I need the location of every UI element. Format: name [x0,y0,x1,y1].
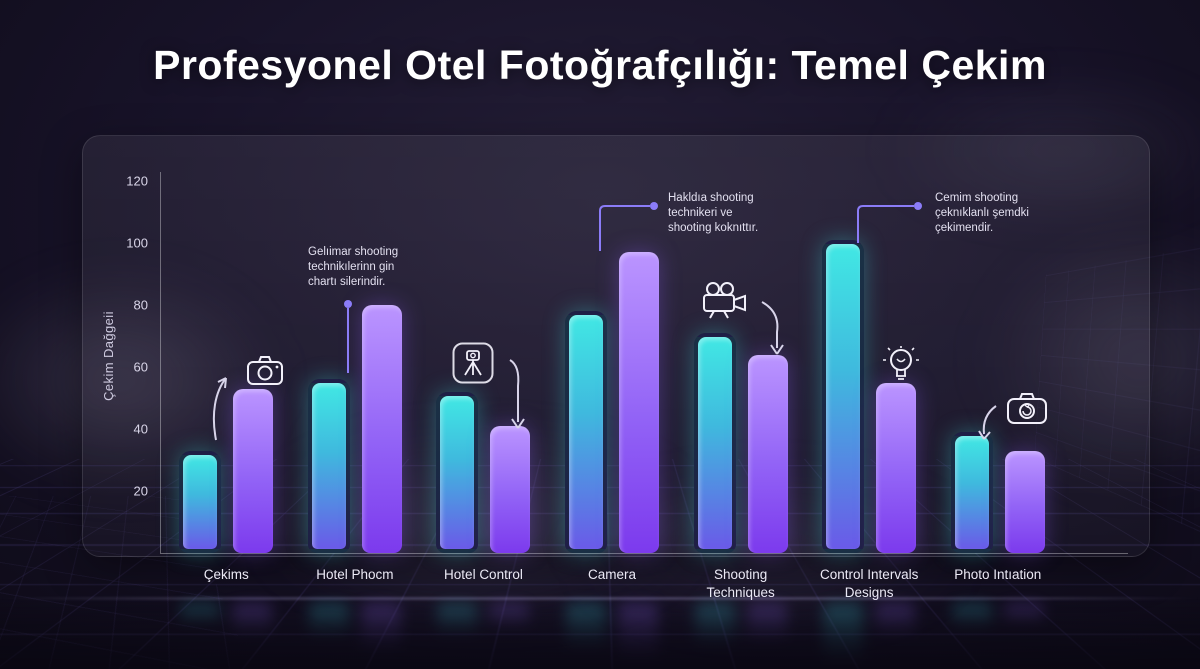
bar-cyan-bars [436,391,479,553]
category-label: Photo Intıation [954,567,1042,582]
category-label: Shooting Techniques [706,567,775,600]
bar-cyan-bars [179,450,222,553]
annotation-camera: Hakldıa shooting technikeri ve shooting … [668,192,759,235]
arrow-down-icon [509,359,525,429]
category-label: Çekims [203,567,249,582]
bar-group [419,181,548,553]
bar-cyan-bars [950,432,993,553]
bars-row [162,181,1062,553]
bar-purple-bars [747,354,788,553]
tripod-camera-icon [452,342,494,384]
category-label: Hotel Control [444,567,523,582]
category-labels-row: Çekims Hotel Phocm Hotel Control Camera Shoo… [162,566,1062,601]
y-tick-label: 100 [126,235,148,251]
camera-icon [247,356,283,385]
bar-group [933,181,1062,553]
bar-cyan-bars [307,379,350,553]
bar-purple-bars [1004,450,1045,553]
bar-purple-bars [361,305,402,553]
y-tick-label: 40 [133,421,148,437]
bar-group [291,181,420,553]
x-axis-line [160,553,1128,554]
y-tick-label: 80 [133,297,148,313]
camera-timer-icon [1007,393,1047,424]
bar-purple-bars [876,382,917,553]
category-label: Camera [588,567,637,582]
annotation-control-intervals: Cemim shooting çeknıklanlı şemdki çekime… [935,192,1029,235]
bar-cyan-bars [565,311,608,553]
bottom-vignette [0,599,1200,669]
bar-purple-bars [233,388,274,553]
floor-horizon-glow [0,597,1200,600]
video-camera-icon [703,282,746,319]
y-axis-line [160,172,161,553]
bar-cyan-bars [822,239,865,553]
bar-group [805,181,934,553]
category-label: Control Intervals Designs [820,567,919,600]
annotation-hotel-photo: Gelıimar shooting technikılerinn gin cha… [308,246,399,289]
y-tick-label: 20 [133,483,148,499]
page-title: Profesyonel Otel Fotoğrafçılığı: Temel Ç… [153,42,1047,88]
bar-cyan-bars [693,332,736,553]
bar-group [676,181,805,553]
bar-purple-bars [490,425,531,553]
y-tick-label: 120 [126,173,148,189]
curved-arrow-down-icon [761,301,784,355]
lightbulb-icon [883,346,919,380]
bar-group [162,181,291,553]
category-label: Hotel Phocm [316,567,394,582]
bar-purple-bars [619,252,660,553]
small-arrow-down-icon [978,405,997,440]
curved-arrow-up-icon [212,377,227,441]
bar-group [548,181,677,553]
y-tick-label: 60 [133,359,148,375]
y-axis-ticks: 120 100 80 60 40 20 [96,0,148,669]
